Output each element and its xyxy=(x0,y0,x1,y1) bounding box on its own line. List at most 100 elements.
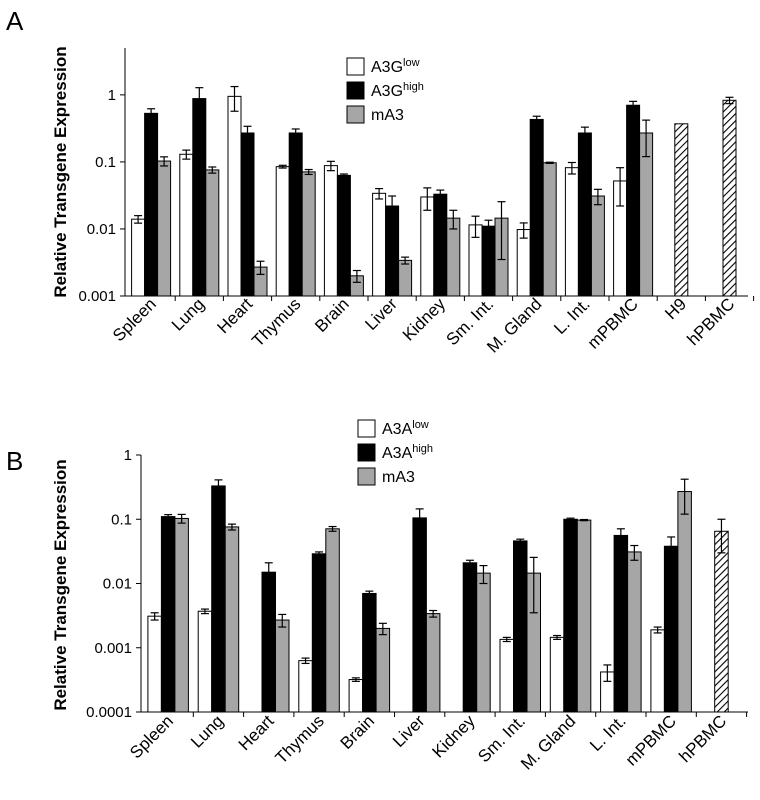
bar-mA3 xyxy=(375,627,391,713)
bar-high xyxy=(481,225,496,297)
bar-hatch xyxy=(714,530,729,713)
bar-mA3 xyxy=(542,162,557,297)
legend-label: A3Glow xyxy=(371,57,420,76)
bar-high xyxy=(462,562,478,713)
x-category-label: L. Int. xyxy=(550,294,594,338)
bar-high xyxy=(613,534,629,713)
legend-swatch-mA3 xyxy=(346,105,365,124)
bar-mA3 xyxy=(174,517,189,713)
bar-high xyxy=(288,132,303,297)
bar-high xyxy=(261,571,276,713)
bar-high xyxy=(144,112,159,297)
bar-high xyxy=(433,193,448,297)
bar-low xyxy=(179,153,194,297)
bar-high xyxy=(160,516,176,713)
bar-mA3 xyxy=(590,195,605,297)
x-category-label: L. Int. xyxy=(586,711,630,755)
bar-hatch xyxy=(722,99,737,297)
legend-label: A3Alow xyxy=(382,419,429,438)
x-category-label: Spleen xyxy=(126,711,177,762)
x-category-label: hPBMC xyxy=(675,711,730,766)
x-category-label: Brain xyxy=(311,294,352,335)
bar-mA3 xyxy=(639,132,654,297)
bar-hatch xyxy=(674,123,689,297)
bar-low xyxy=(147,615,162,713)
x-category-label: Heart xyxy=(235,711,278,754)
legend-swatch-low xyxy=(357,419,376,438)
legend-label: mA3 xyxy=(382,469,415,486)
legend-swatch-high xyxy=(346,81,365,100)
bar-mA3 xyxy=(476,572,491,713)
bar-low xyxy=(197,610,213,713)
bar-high xyxy=(577,132,592,297)
y-axis-label: Relative Transgene Expression xyxy=(51,46,70,297)
y-tick-label: 1 xyxy=(124,447,132,464)
x-category-label: Lung xyxy=(187,711,227,751)
bar-mA3 xyxy=(205,169,220,297)
x-category-label: Thymus xyxy=(272,711,328,767)
bar-low xyxy=(499,638,514,713)
bar-low xyxy=(323,165,338,297)
bar-mA3 xyxy=(301,171,316,297)
panel-b-chart: B Relative Transgene Expression 1 0.1 0.01 0.… xyxy=(6,419,748,774)
bar-mA3 xyxy=(157,160,172,297)
bar-mA3 xyxy=(425,613,441,713)
x-category-label: H9 xyxy=(661,294,690,323)
bar-high xyxy=(663,545,679,713)
y-tick-label: 0.1 xyxy=(95,154,116,171)
bar-high xyxy=(211,485,226,713)
panel-letter: B xyxy=(6,446,23,476)
legend-label-superscript: high xyxy=(412,443,433,455)
x-category-label: Lung xyxy=(168,294,208,334)
x-category-label: Liver xyxy=(361,294,401,334)
y-axis-label: Relative Transgene Expression xyxy=(51,459,70,710)
bar-low xyxy=(650,629,665,713)
legend-label-base: A3A xyxy=(382,421,413,438)
legend-swatch-high xyxy=(357,443,376,462)
legend-label: A3Ghigh xyxy=(371,81,424,100)
legend-label-superscript: high xyxy=(403,81,424,93)
bar-low xyxy=(348,679,364,713)
bar-low xyxy=(549,636,565,713)
x-category-label: Kidney xyxy=(429,711,480,762)
bar-high xyxy=(563,518,578,713)
bar-low xyxy=(275,166,290,297)
bar-high xyxy=(513,540,528,713)
x-category-label: mPBMC xyxy=(584,294,642,352)
bar-high xyxy=(529,118,544,297)
bar-low xyxy=(227,95,242,297)
bar-mA3 xyxy=(275,619,290,713)
bar-mA3 xyxy=(677,491,692,713)
x-category-label: Thymus xyxy=(248,294,304,350)
x-category-label: Kidney xyxy=(399,294,450,345)
bar-low xyxy=(372,192,387,297)
bar-low xyxy=(564,167,579,297)
y-tick-label: 0.001 xyxy=(94,640,132,657)
legend-swatch-low xyxy=(346,57,365,76)
y-tick-label: 1 xyxy=(108,87,116,104)
y-tick-label: 0.01 xyxy=(87,221,116,238)
legend-label: A3Ahigh xyxy=(382,443,433,462)
bar-mA3 xyxy=(224,526,240,713)
legend-label-superscript: low xyxy=(412,419,429,431)
bar-mA3 xyxy=(398,259,413,297)
x-category-label: mPBMC xyxy=(622,711,680,769)
legend-label-superscript: low xyxy=(403,57,420,69)
panel-letter: A xyxy=(6,6,24,36)
x-category-label: M. Gland xyxy=(517,711,579,773)
legend-label-base: mA3 xyxy=(371,107,404,124)
legend-label: mA3 xyxy=(371,107,404,124)
x-category-label: Liver xyxy=(389,711,429,751)
panel-a-chart: A Relative Transgene Expression 1 0.1 0.01 0.… xyxy=(6,6,755,357)
x-category-label: Spleen xyxy=(109,294,160,345)
bar-low xyxy=(516,229,531,297)
y-tick-label: 0.01 xyxy=(103,576,132,593)
x-category-label: hPBMC xyxy=(683,294,738,349)
y-tick-label: 0.0001 xyxy=(86,704,132,721)
bar-mA3 xyxy=(627,551,642,713)
legend-label-base: A3G xyxy=(371,83,403,100)
bar-low xyxy=(298,660,313,713)
bar-high xyxy=(240,132,255,297)
bar-mA3 xyxy=(446,217,461,297)
